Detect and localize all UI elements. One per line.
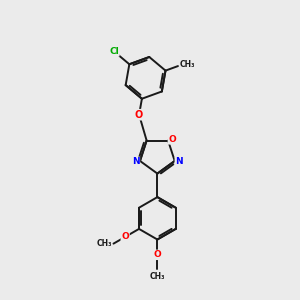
Text: O: O (135, 110, 143, 120)
Text: N: N (175, 157, 183, 166)
Text: O: O (168, 135, 176, 144)
Text: CH₃: CH₃ (150, 272, 165, 281)
Text: CH₃: CH₃ (97, 239, 112, 248)
Text: O: O (121, 232, 129, 241)
Text: N: N (132, 157, 140, 166)
Text: Cl: Cl (109, 47, 119, 56)
Text: CH₃: CH₃ (180, 60, 195, 69)
Text: O: O (154, 250, 161, 259)
